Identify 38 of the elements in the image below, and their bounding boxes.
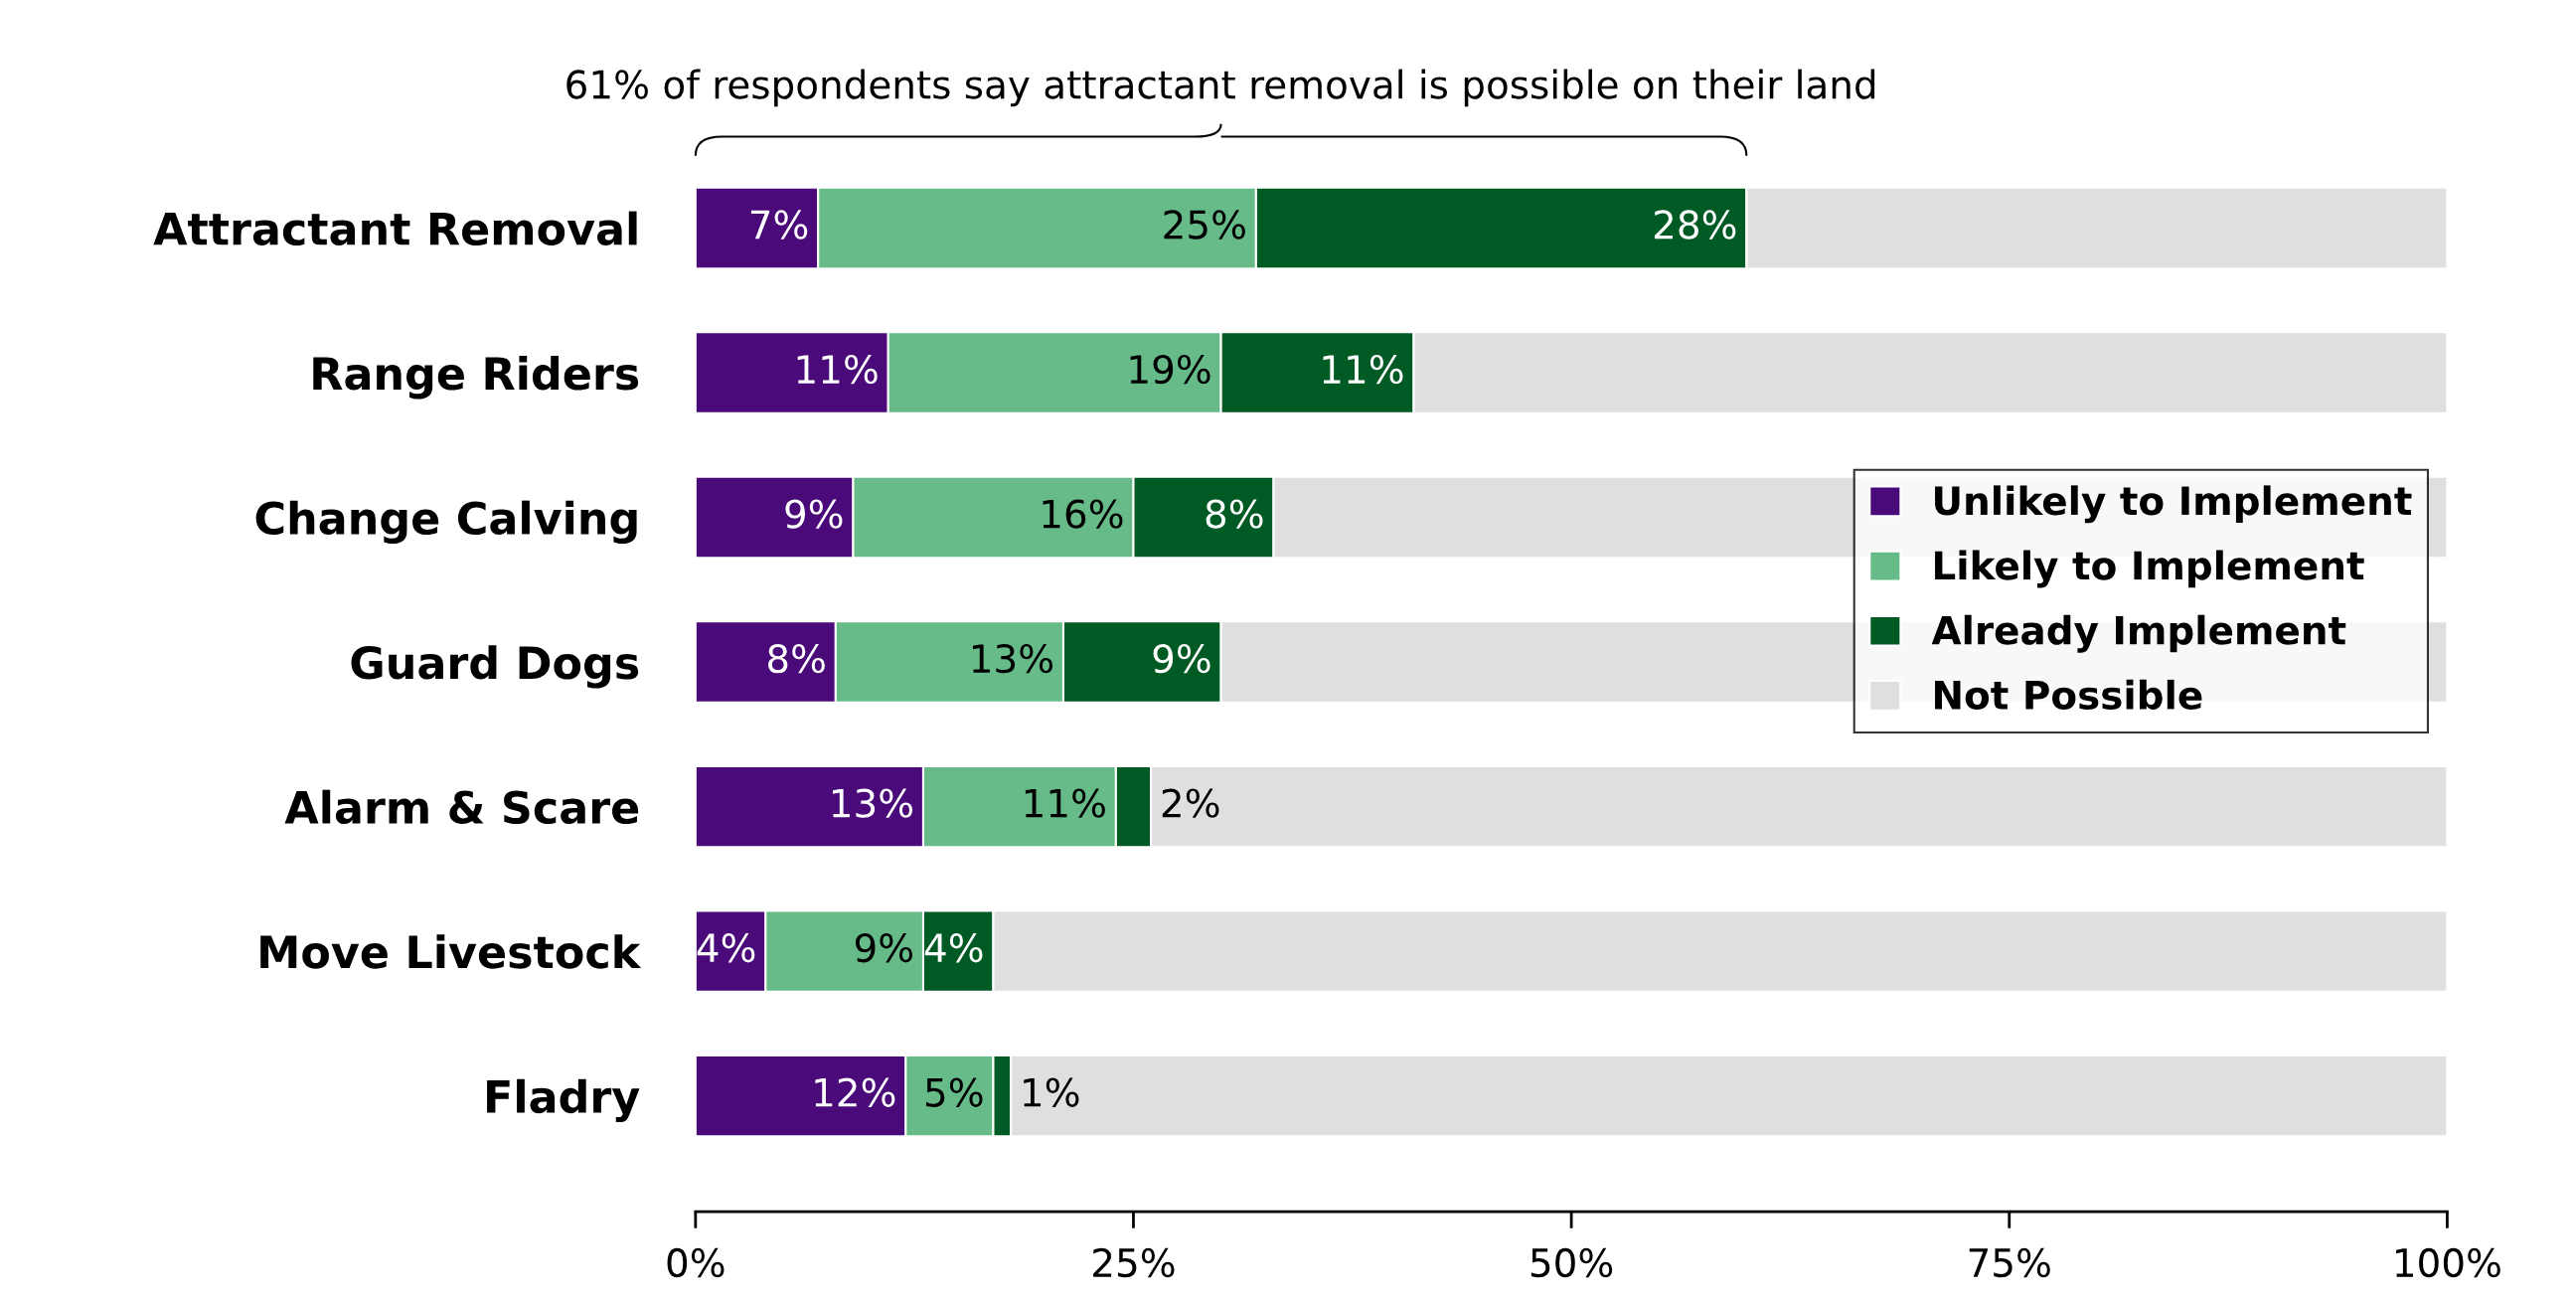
legend-label: Not Possible: [1935, 679, 2202, 710]
x-tick-label: 100%: [2396, 1247, 2500, 1278]
data-label: 11%: [1025, 788, 1105, 818]
x-tick-label: 50%: [1530, 1247, 1613, 1278]
data-label: 8%: [767, 643, 825, 674]
data-label: 7%: [750, 210, 808, 240]
x-tick-label: 25%: [1093, 1247, 1175, 1278]
y-tick-label: Fladry: [487, 1078, 640, 1123]
data-label: 9%: [785, 499, 843, 529]
data-label: 2%: [1162, 788, 1219, 818]
data-label: 25%: [1164, 210, 1245, 240]
data-label: 9%: [855, 932, 913, 963]
x-tick-label: 0%: [667, 1247, 724, 1278]
data-label: 5%: [925, 1077, 983, 1107]
data-label: 13%: [833, 788, 913, 818]
data-label: 9%: [1153, 643, 1210, 674]
data-label: 11%: [1323, 354, 1403, 385]
x-tick-label: 75%: [1969, 1247, 2050, 1278]
legend-label: Likely to Implement: [1935, 550, 2364, 588]
y-tick-label: Guard Dogs: [351, 645, 639, 689]
y-tick-label: Range Riders: [313, 356, 639, 400]
y-tick-label: Alarm & Scare: [284, 789, 639, 825]
legend-label: Unlikely to Implement: [1935, 485, 2412, 524]
data-label: 16%: [1043, 499, 1123, 529]
data-label: 4%: [924, 932, 983, 963]
y-tick-label: Change Calving: [255, 500, 637, 545]
data-label: 8%: [1206, 499, 1263, 529]
data-label: 4%: [697, 932, 755, 963]
legend-label: Already Implement: [1931, 614, 2346, 653]
data-label: 19%: [1130, 354, 1210, 385]
data-label: 11%: [797, 354, 878, 385]
text: 61% of respondents say attractant removal is possible on their land: [566, 69, 1875, 107]
y-tick-label: Move Livestock: [260, 934, 642, 969]
data-label: 28%: [1654, 210, 1736, 240]
data-label: 12%: [815, 1077, 895, 1107]
y-tick-label: Attractant Removal: [153, 211, 637, 245]
data-label: 13%: [973, 643, 1053, 674]
data-label: 1%: [1024, 1077, 1079, 1107]
